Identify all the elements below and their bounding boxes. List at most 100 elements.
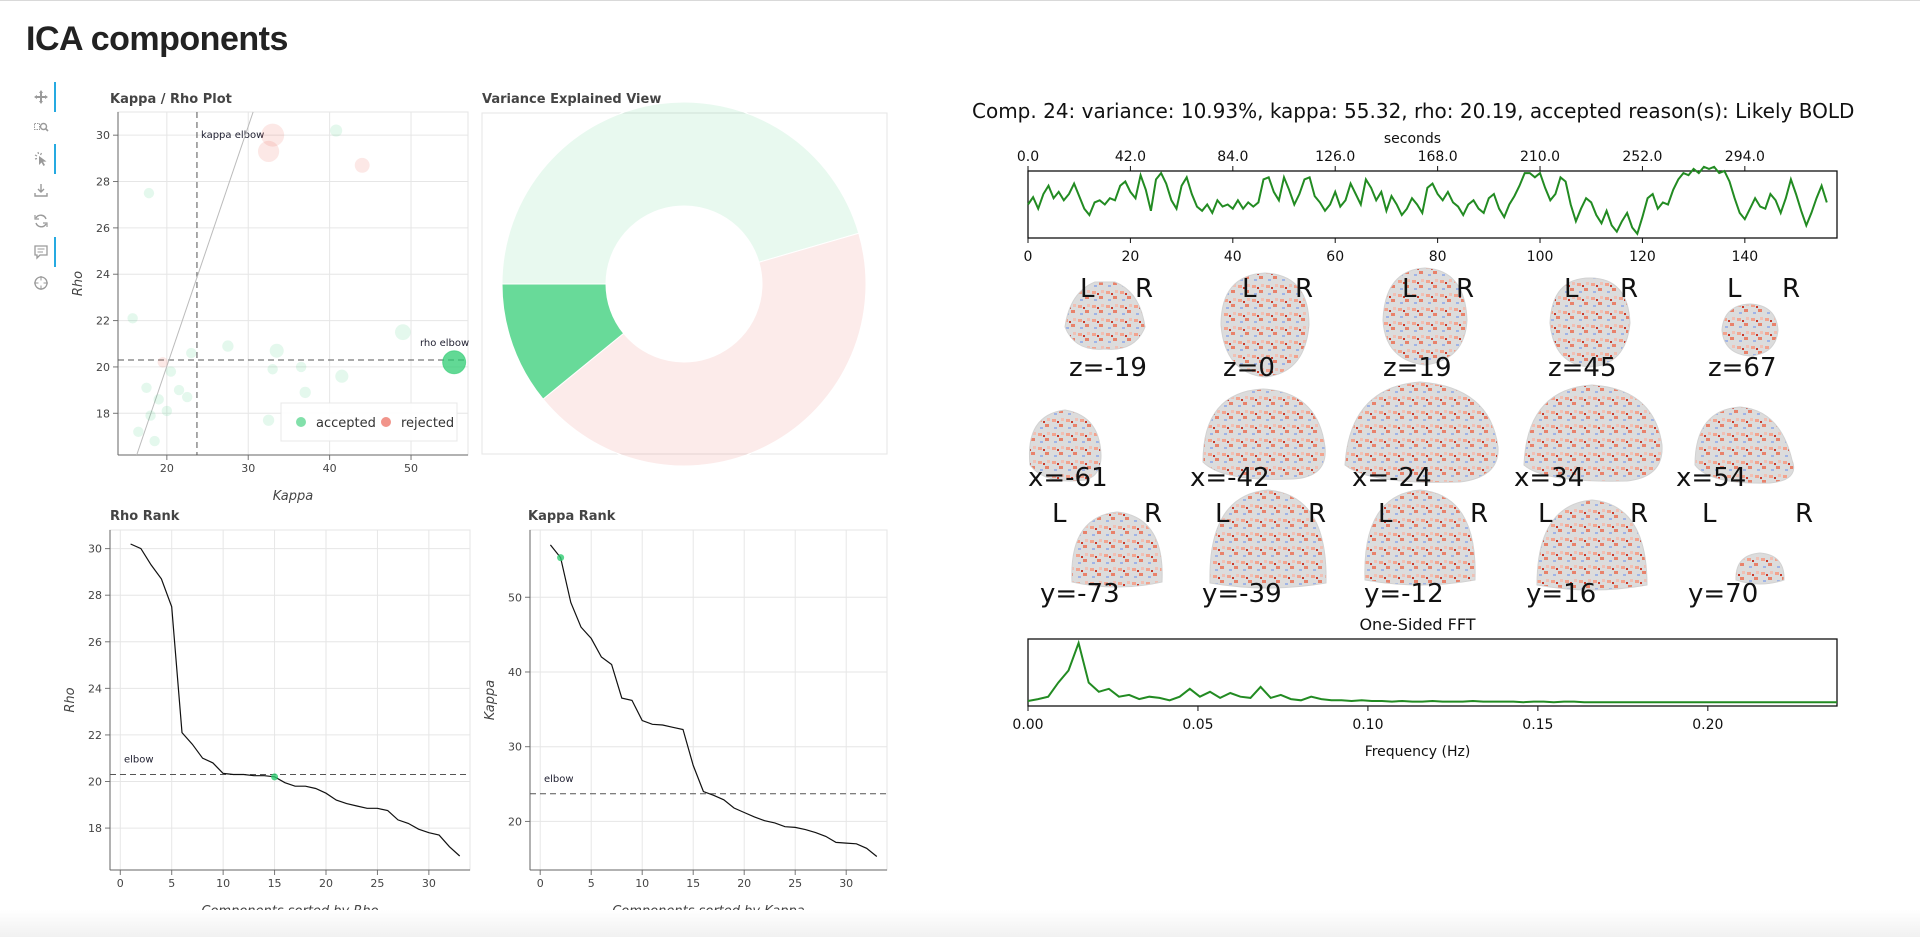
kappa-rank-point[interactable] [702, 790, 705, 793]
scatter-point-accepted[interactable] [299, 386, 311, 399]
scatter-point-accepted[interactable] [133, 426, 144, 438]
rho-rank-point[interactable] [180, 731, 183, 734]
rho-rank-point[interactable] [366, 807, 369, 810]
rho-rank-point[interactable] [386, 809, 389, 812]
scatter-point-accepted[interactable] [269, 343, 284, 358]
kappa-rank-point[interactable] [692, 764, 695, 767]
hover-tool[interactable] [26, 237, 56, 267]
scatter-point-accepted[interactable] [394, 324, 411, 341]
rho-rank-point[interactable] [150, 563, 153, 566]
scatter-point-accepted[interactable] [442, 350, 467, 375]
rho-rank-point[interactable] [417, 828, 420, 831]
kappa-rank-point[interactable] [804, 828, 807, 831]
kappa-rank-point[interactable] [600, 655, 603, 658]
scatter-point-accepted[interactable] [335, 369, 349, 383]
kappa-rank-point[interactable] [834, 841, 837, 844]
scatter-point-accepted[interactable] [145, 410, 156, 421]
scatter-point-accepted[interactable] [127, 313, 138, 324]
box-zoom-tool[interactable] [26, 115, 56, 141]
rho-rank-point[interactable] [396, 818, 399, 821]
scatter-point-accepted[interactable] [222, 340, 234, 352]
kappa-rank-point[interactable] [865, 847, 868, 850]
kappa-rank-point[interactable] [855, 842, 858, 845]
reset-tool[interactable] [26, 208, 56, 234]
kappa-rank-point[interactable] [590, 637, 593, 640]
kappa-rank-point[interactable] [845, 841, 848, 844]
scatter-point-accepted[interactable] [161, 405, 173, 417]
rho-rank-point[interactable] [252, 774, 255, 777]
rho-rank-point[interactable] [376, 807, 379, 810]
rho-rank-point[interactable] [458, 854, 461, 857]
scatter-point-rejected[interactable] [157, 357, 168, 368]
kappa-rank-point[interactable] [783, 825, 786, 828]
scatter-point-accepted[interactable] [173, 384, 185, 396]
save-tool[interactable] [26, 177, 56, 203]
scatter-point-rejected[interactable] [354, 157, 370, 173]
scatter-point-accepted[interactable] [153, 394, 164, 405]
rho-rank-point[interactable] [232, 773, 235, 776]
kappa-rank-point[interactable] [579, 626, 582, 629]
kappa-rank-point[interactable] [732, 806, 735, 809]
kappa-rank-point[interactable] [743, 811, 746, 814]
scatter-point-accepted[interactable] [262, 414, 275, 426]
pie-slice-rejected[interactable] [542, 232, 867, 467]
scatter-point-accepted[interactable] [330, 124, 343, 137]
pan-tool[interactable] [26, 82, 56, 112]
rho-rank-point[interactable] [438, 833, 441, 836]
scatter-point-accepted[interactable] [143, 187, 155, 199]
scatter-point-accepted[interactable] [181, 391, 193, 403]
kappa-rank-point[interactable] [814, 831, 817, 834]
rho-rank-point[interactable] [222, 772, 225, 775]
kappa-rank-point[interactable] [753, 815, 756, 818]
scatter-point-accepted[interactable] [141, 382, 152, 393]
pie-slice-accepted[interactable] [501, 101, 860, 285]
rho-rank-point[interactable] [283, 781, 286, 784]
rho-rank-point[interactable] [335, 799, 338, 802]
rho-rank-point[interactable] [407, 822, 410, 825]
scatter-point-accepted[interactable] [186, 347, 197, 359]
rho-rank-point[interactable] [448, 845, 451, 848]
rho-rank-point[interactable] [355, 804, 358, 807]
rho-rank-point[interactable] [427, 831, 430, 834]
rho-rank-point[interactable] [211, 761, 214, 764]
kappa-rank-point[interactable] [641, 719, 644, 722]
scatter-point-rejected[interactable] [261, 123, 285, 147]
rho-rank-point[interactable] [294, 785, 297, 788]
kappa-rank-point[interactable] [712, 794, 715, 797]
kappa-rank-point[interactable] [630, 699, 633, 702]
tap-select-tool[interactable] [26, 144, 56, 174]
rho-rank-point[interactable] [160, 577, 163, 580]
crosshair-tool[interactable] [26, 270, 56, 296]
rho-rank-point[interactable] [304, 785, 307, 788]
rho-rank-point[interactable] [139, 547, 142, 550]
kappa-rank-point[interactable] [549, 543, 552, 546]
kappa-rank-point[interactable] [671, 726, 674, 729]
rho-rank-point[interactable] [191, 743, 194, 746]
rho-rank-point[interactable] [324, 792, 327, 795]
rho-rank-point[interactable] [345, 802, 348, 805]
kappa-rank-point[interactable] [794, 826, 797, 829]
kappa-rank-point[interactable] [824, 835, 827, 838]
scatter-point-accepted[interactable] [165, 366, 177, 377]
kappa-rank-point[interactable] [875, 855, 878, 858]
kappa-rank-point[interactable] [661, 723, 664, 726]
kappa-rank-point[interactable] [722, 798, 725, 801]
scatter-point-rejected[interactable] [257, 140, 280, 162]
kappa-rank-point[interactable] [651, 723, 654, 726]
scatter-point-accepted[interactable] [267, 364, 278, 375]
scatter-point-accepted[interactable] [295, 361, 307, 373]
kappa-rank-point[interactable] [773, 821, 776, 824]
rho-rank-point[interactable] [201, 757, 204, 760]
kappa-rank-point[interactable] [763, 819, 766, 822]
kappa-rank-point[interactable] [610, 663, 613, 666]
pie-slice-selected-component[interactable] [501, 283, 625, 400]
kappa-rank-point[interactable] [569, 601, 572, 604]
scatter-point-accepted[interactable] [149, 435, 160, 447]
rho-rank-point[interactable] [263, 774, 266, 777]
rho-rank-point[interactable] [242, 773, 245, 776]
rho-rank-point[interactable] [129, 542, 132, 545]
rho-rank-point[interactable] [170, 605, 173, 608]
kappa-rank-point[interactable] [681, 728, 684, 731]
rho-rank-point[interactable] [314, 787, 317, 790]
